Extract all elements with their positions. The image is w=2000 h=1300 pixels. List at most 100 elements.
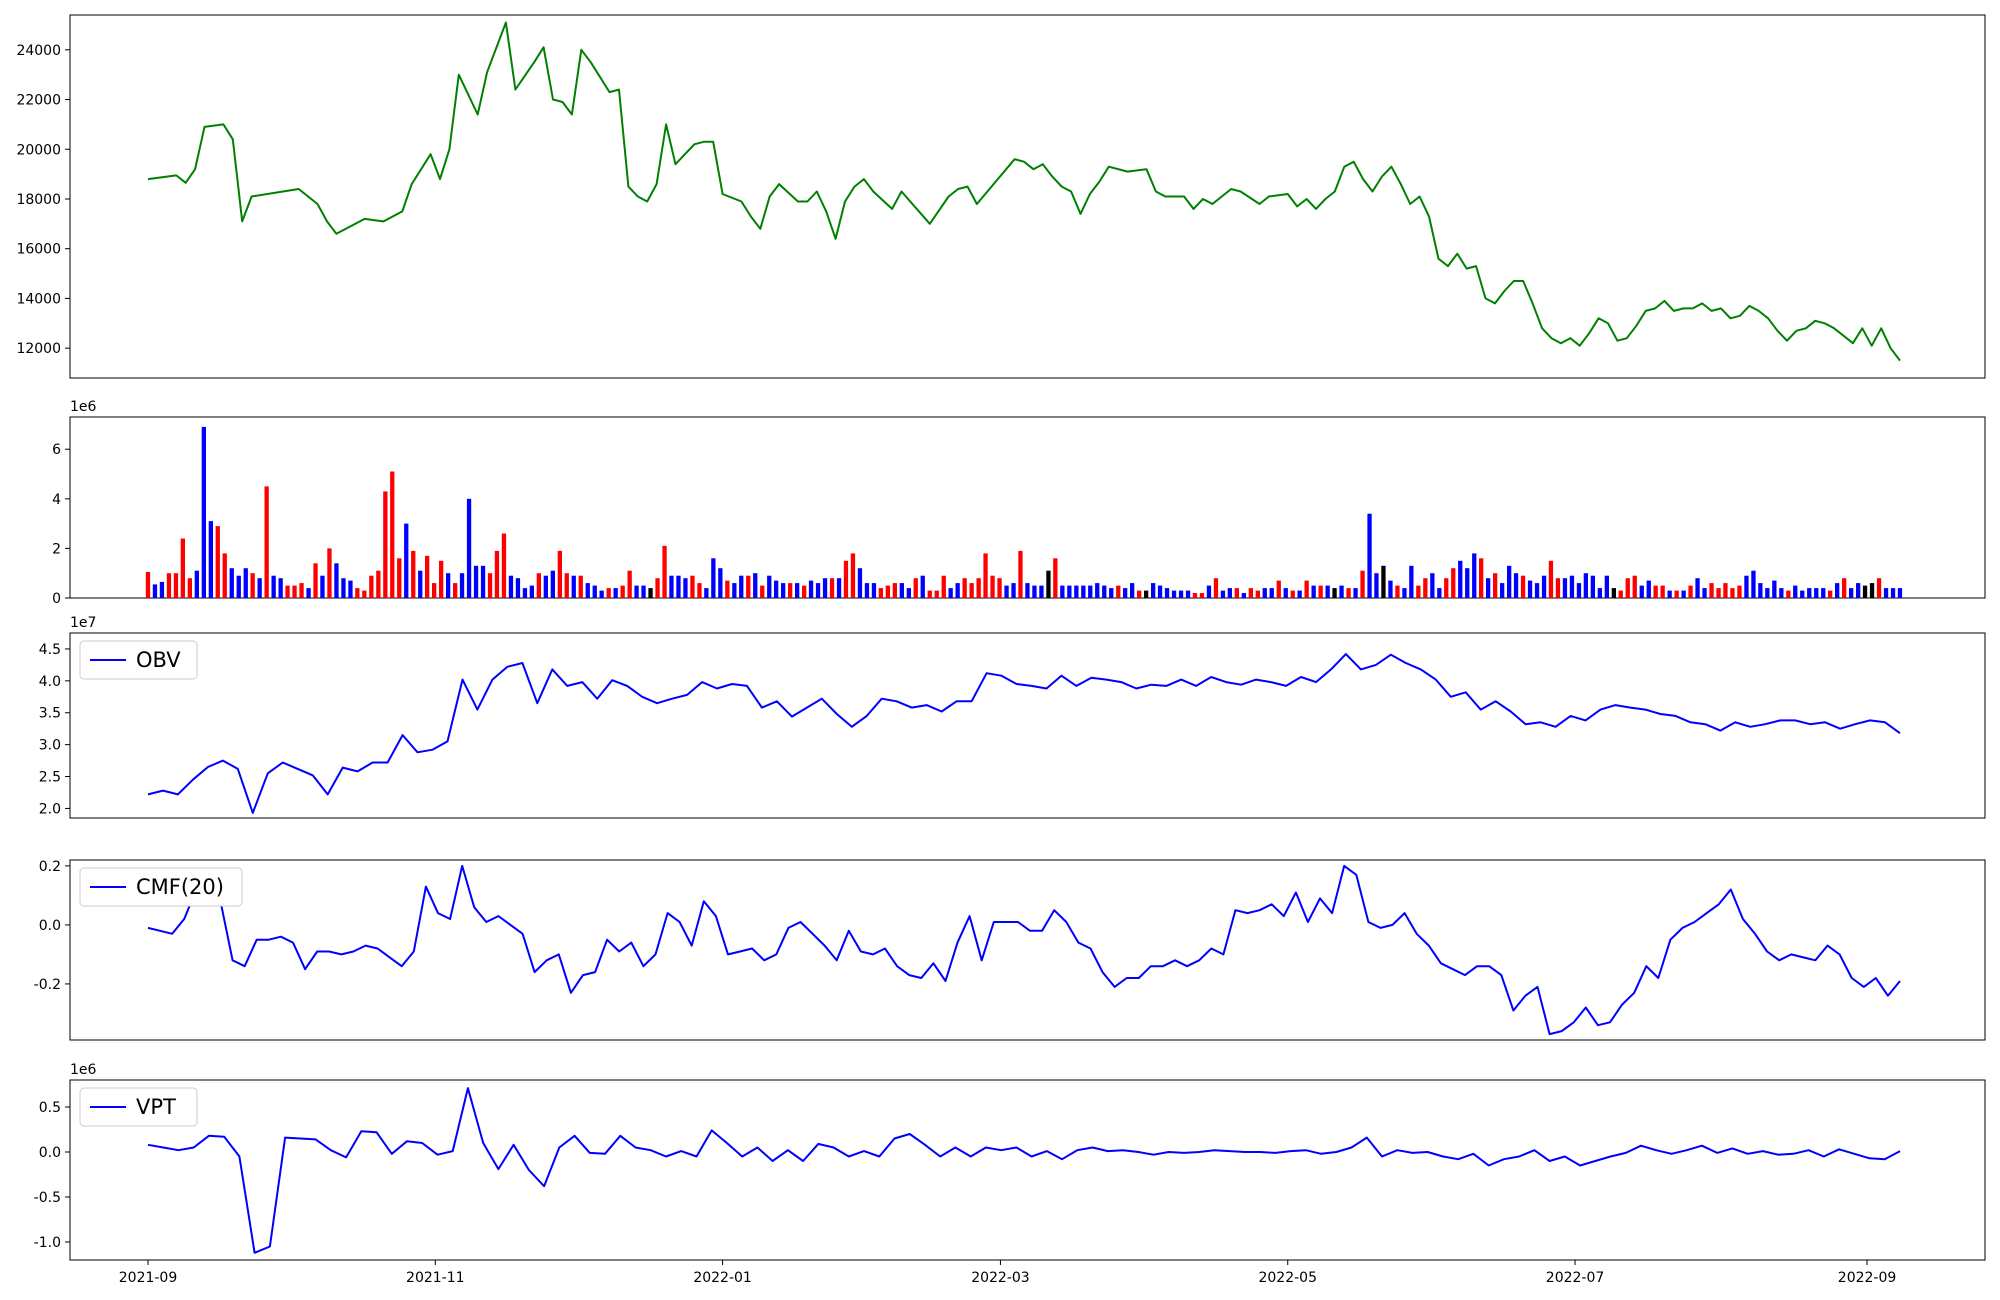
- volume-bar: [822, 578, 828, 598]
- volume-bar: [1046, 570, 1051, 598]
- volume-bar: [348, 580, 353, 598]
- volume-bar: [871, 583, 877, 598]
- volume-bar: [969, 583, 974, 598]
- x-tick-label: 2022-07: [1546, 1270, 1605, 1286]
- vpt-ytick-label: 0.5: [39, 1100, 61, 1116]
- vpt-ytick-label: -0.5: [34, 1190, 61, 1206]
- volume-bar: [1178, 590, 1184, 598]
- volume-bar: [1500, 583, 1505, 598]
- volume-bar: [432, 583, 437, 598]
- volume-bar: [411, 550, 416, 598]
- price-ytick-label: 18000: [16, 192, 61, 208]
- price-panel: 12000 14000 16000 18000 20000 22000 24000: [16, 14, 1986, 379]
- obv-ytick-label: 2.5: [39, 770, 61, 786]
- volume-bar: [473, 565, 479, 598]
- cmf-frame: [69, 859, 1986, 1041]
- volume-bar: [1325, 585, 1330, 598]
- volume-bar: [829, 578, 835, 598]
- volume-bar: [187, 578, 192, 598]
- volume-bar: [236, 575, 241, 598]
- volume-bar: [1758, 583, 1763, 598]
- volume-bar: [1842, 578, 1847, 598]
- volume-bar: [404, 523, 409, 598]
- volume-bar: [480, 565, 486, 598]
- volume-bar: [1311, 585, 1316, 598]
- volume-bar: [613, 588, 618, 598]
- volume-bar: [1737, 585, 1742, 598]
- volume-bar: [529, 585, 534, 598]
- cmf-legend-box: [79, 867, 243, 907]
- volume-bar: [606, 588, 611, 598]
- volume-bar: [327, 548, 332, 598]
- volume-bar: [788, 583, 793, 598]
- x-tick-label: 2022-01: [693, 1270, 752, 1286]
- volume-bar: [1011, 583, 1016, 598]
- volume-bar: [913, 578, 918, 598]
- volume-bar: [899, 583, 904, 598]
- volume-bar: [1744, 575, 1749, 598]
- volume-bar: [1890, 588, 1896, 598]
- volume-bar: [1555, 578, 1561, 598]
- volume-ytick-label: 6: [52, 442, 61, 458]
- volume-bar: [299, 583, 304, 598]
- volume-bar: [1137, 590, 1142, 598]
- volume-bar: [1297, 590, 1302, 598]
- volume-scale-label: 1e6: [70, 399, 97, 415]
- volume-bar: [1625, 578, 1630, 598]
- volume-bar: [313, 563, 318, 598]
- volume-bar: [215, 526, 220, 598]
- x-tick-label: 2022-03: [971, 1270, 1030, 1286]
- volume-bar: [439, 560, 444, 598]
- volume-bar: [1702, 588, 1707, 598]
- x-tick-label: 2021-09: [119, 1270, 178, 1286]
- volume-bar: [501, 533, 507, 598]
- volume-bar: [1269, 588, 1274, 598]
- volume-bar: [1339, 585, 1344, 598]
- obv-scale-label: 1e7: [70, 615, 96, 631]
- volume-bar: [599, 590, 604, 598]
- volume-bar: [997, 578, 1002, 598]
- volume-bar: [1171, 590, 1177, 598]
- volume-bar: [1262, 588, 1267, 598]
- volume-ytick-label: 0: [52, 591, 61, 607]
- volume-bar: [1772, 580, 1777, 598]
- volume-bar: [808, 580, 814, 598]
- volume-bar: [1800, 590, 1805, 598]
- volume-bar: [145, 572, 151, 598]
- x-tick-label: 2022-09: [1838, 1270, 1897, 1286]
- volume-bar: [466, 498, 472, 598]
- volume-bar: [1199, 593, 1205, 598]
- vpt-ytick-label: 0.0: [39, 1145, 61, 1161]
- volume-bar: [781, 583, 786, 598]
- volume-bar: [1730, 588, 1735, 598]
- volume-bar: [1395, 585, 1400, 598]
- volume-bar: [1004, 585, 1009, 598]
- volume-bar: [397, 558, 402, 598]
- volume-bar: [1597, 588, 1602, 598]
- cmf-ytick-label: -0.2: [34, 977, 61, 993]
- volume-bar: [1765, 588, 1770, 598]
- price-ytick-label: 24000: [16, 43, 61, 59]
- volume-bar: [690, 575, 695, 598]
- volume-bar: [1374, 573, 1379, 598]
- vpt-frame: [69, 1079, 1986, 1261]
- volume-bar: [1479, 558, 1484, 598]
- volume-bar: [1130, 583, 1135, 598]
- volume-bar: [515, 578, 521, 598]
- volume-bar: [1144, 590, 1149, 598]
- volume-bar: [1423, 578, 1428, 598]
- volume-bar: [1569, 575, 1575, 598]
- volume-bar: [934, 590, 939, 598]
- volume-bar: [1695, 578, 1700, 598]
- volume-bar: [1604, 575, 1609, 598]
- volume-bar: [795, 583, 800, 598]
- volume-bar: [1632, 575, 1637, 598]
- volume-bar: [753, 573, 758, 598]
- volume-bar: [341, 578, 346, 598]
- volume-bar: [739, 575, 744, 598]
- cmf-panel: -0.2 0.0 0.2 CMF(20): [34, 859, 1986, 1041]
- volume-bar: [1213, 578, 1219, 598]
- volume-bar: [1507, 565, 1512, 598]
- volume-bar: [1646, 580, 1651, 598]
